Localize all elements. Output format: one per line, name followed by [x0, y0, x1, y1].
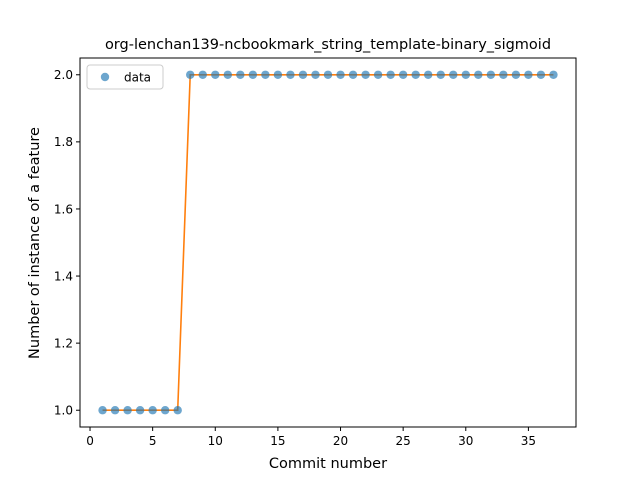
plot-area [98, 70, 558, 415]
axes: 0 5 10 15 20 25 30 35 1.0 1.2 1.4 1.6 1.8 2.0 [54, 57, 577, 448]
data-point [373, 70, 383, 79]
data-point [461, 70, 470, 79]
data-point [511, 70, 521, 79]
x-tick-label: 20 [333, 434, 348, 448]
data-point [549, 70, 558, 79]
data-point [486, 70, 496, 79]
y-tick-label: 1.4 [54, 269, 73, 283]
legend: data [86, 64, 164, 90]
x-tick-label: 25 [396, 434, 411, 448]
data-point [411, 70, 420, 79]
x-tick-label: 35 [521, 434, 536, 448]
axes-frame [79, 57, 577, 428]
y-tick-label: 1.0 [54, 404, 73, 418]
x-axis-label: Commit number [269, 456, 387, 472]
data-point [261, 70, 270, 79]
data-point [286, 70, 295, 79]
data-point [236, 70, 245, 79]
x-tick-label: 5 [149, 434, 157, 448]
data-point [198, 70, 207, 79]
data-point [173, 406, 182, 415]
data-point [160, 406, 170, 415]
data-point [211, 70, 220, 79]
x-tick-label: 30 [458, 434, 473, 448]
data-point [223, 70, 232, 79]
y-tick-label: 1.2 [54, 336, 73, 350]
data-point [273, 70, 283, 79]
data-point [348, 70, 358, 79]
data-point [248, 70, 258, 79]
y-tick-label: 1.8 [54, 135, 73, 149]
data-point [424, 70, 433, 79]
data-point [474, 70, 483, 79]
y-tick-label: 2.0 [54, 68, 73, 82]
data-point [311, 70, 320, 79]
y-axis-label: Number of instance of a feature [27, 127, 43, 359]
data-point [98, 406, 107, 415]
data-point [386, 70, 395, 79]
x-tick-label: 10 [208, 434, 223, 448]
data-point [449, 70, 458, 79]
data-point [323, 70, 333, 79]
legend-label: data [124, 71, 151, 85]
x-tick-label: 15 [270, 434, 285, 448]
data-point [499, 70, 508, 79]
data-point [186, 70, 195, 79]
data-point [110, 406, 120, 415]
data-point [536, 70, 546, 79]
legend-box [86, 64, 164, 90]
data-point [524, 70, 533, 79]
data-point [123, 406, 132, 415]
x-tick-label: 0 [86, 434, 94, 448]
data-point [361, 70, 370, 79]
data-point [148, 406, 157, 415]
data-point [398, 70, 408, 79]
data-point [135, 406, 145, 415]
data-point [298, 70, 308, 79]
legend-marker [100, 72, 110, 82]
y-tick-label: 1.6 [54, 202, 73, 216]
data-point [436, 70, 445, 79]
chart-title: org-lenchan139-ncbookmark_string_templat… [105, 37, 551, 53]
data-point [336, 70, 345, 79]
